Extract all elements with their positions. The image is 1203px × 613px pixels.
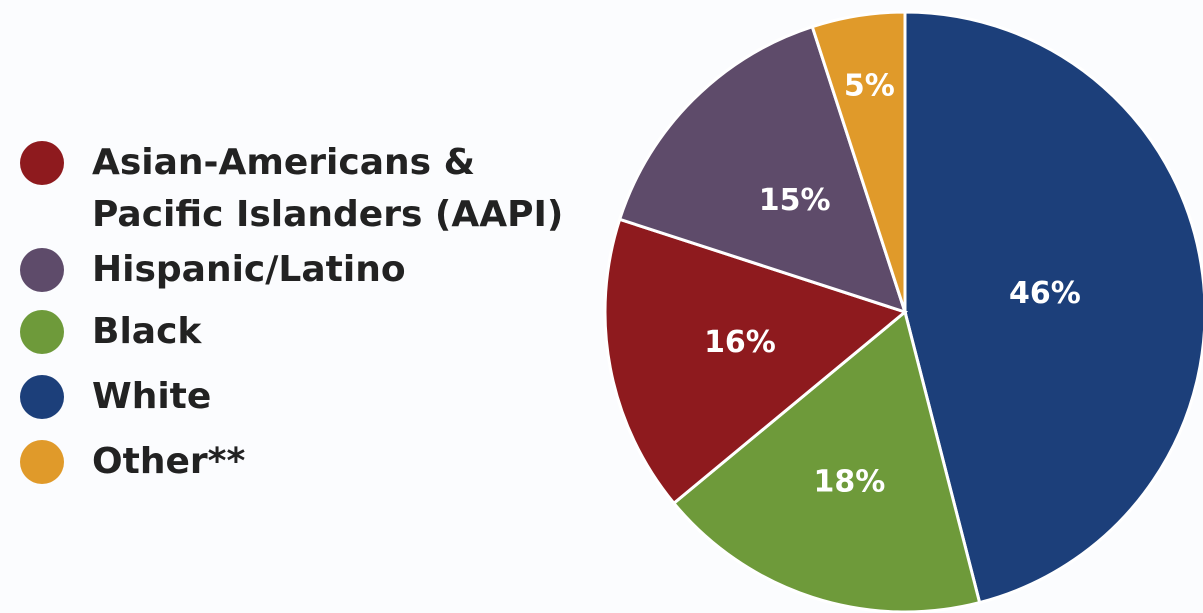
legend-label: White bbox=[92, 376, 212, 417]
value-label: 18% bbox=[813, 465, 885, 500]
value-label: 15% bbox=[759, 183, 831, 218]
pie-slice bbox=[603, 217, 909, 506]
pie-slice bbox=[810, 10, 907, 313]
legend-label: Hispanic/Latino bbox=[92, 249, 406, 290]
legend-marker bbox=[20, 440, 64, 484]
legend-marker bbox=[20, 248, 64, 292]
value-label: 46% bbox=[1009, 276, 1081, 311]
legend-marker bbox=[20, 310, 64, 354]
legend-marker bbox=[20, 141, 64, 185]
legend-label: Black bbox=[92, 311, 202, 352]
value-label: 5% bbox=[844, 68, 895, 103]
value-label: 16% bbox=[704, 325, 776, 360]
legend-marker bbox=[20, 375, 64, 419]
pie-slice bbox=[671, 309, 982, 613]
pie-slice bbox=[617, 24, 908, 315]
legend-label: Other** bbox=[92, 441, 246, 482]
legend-label: Asian-Americans & Pacific Islanders (AAP… bbox=[92, 142, 564, 235]
